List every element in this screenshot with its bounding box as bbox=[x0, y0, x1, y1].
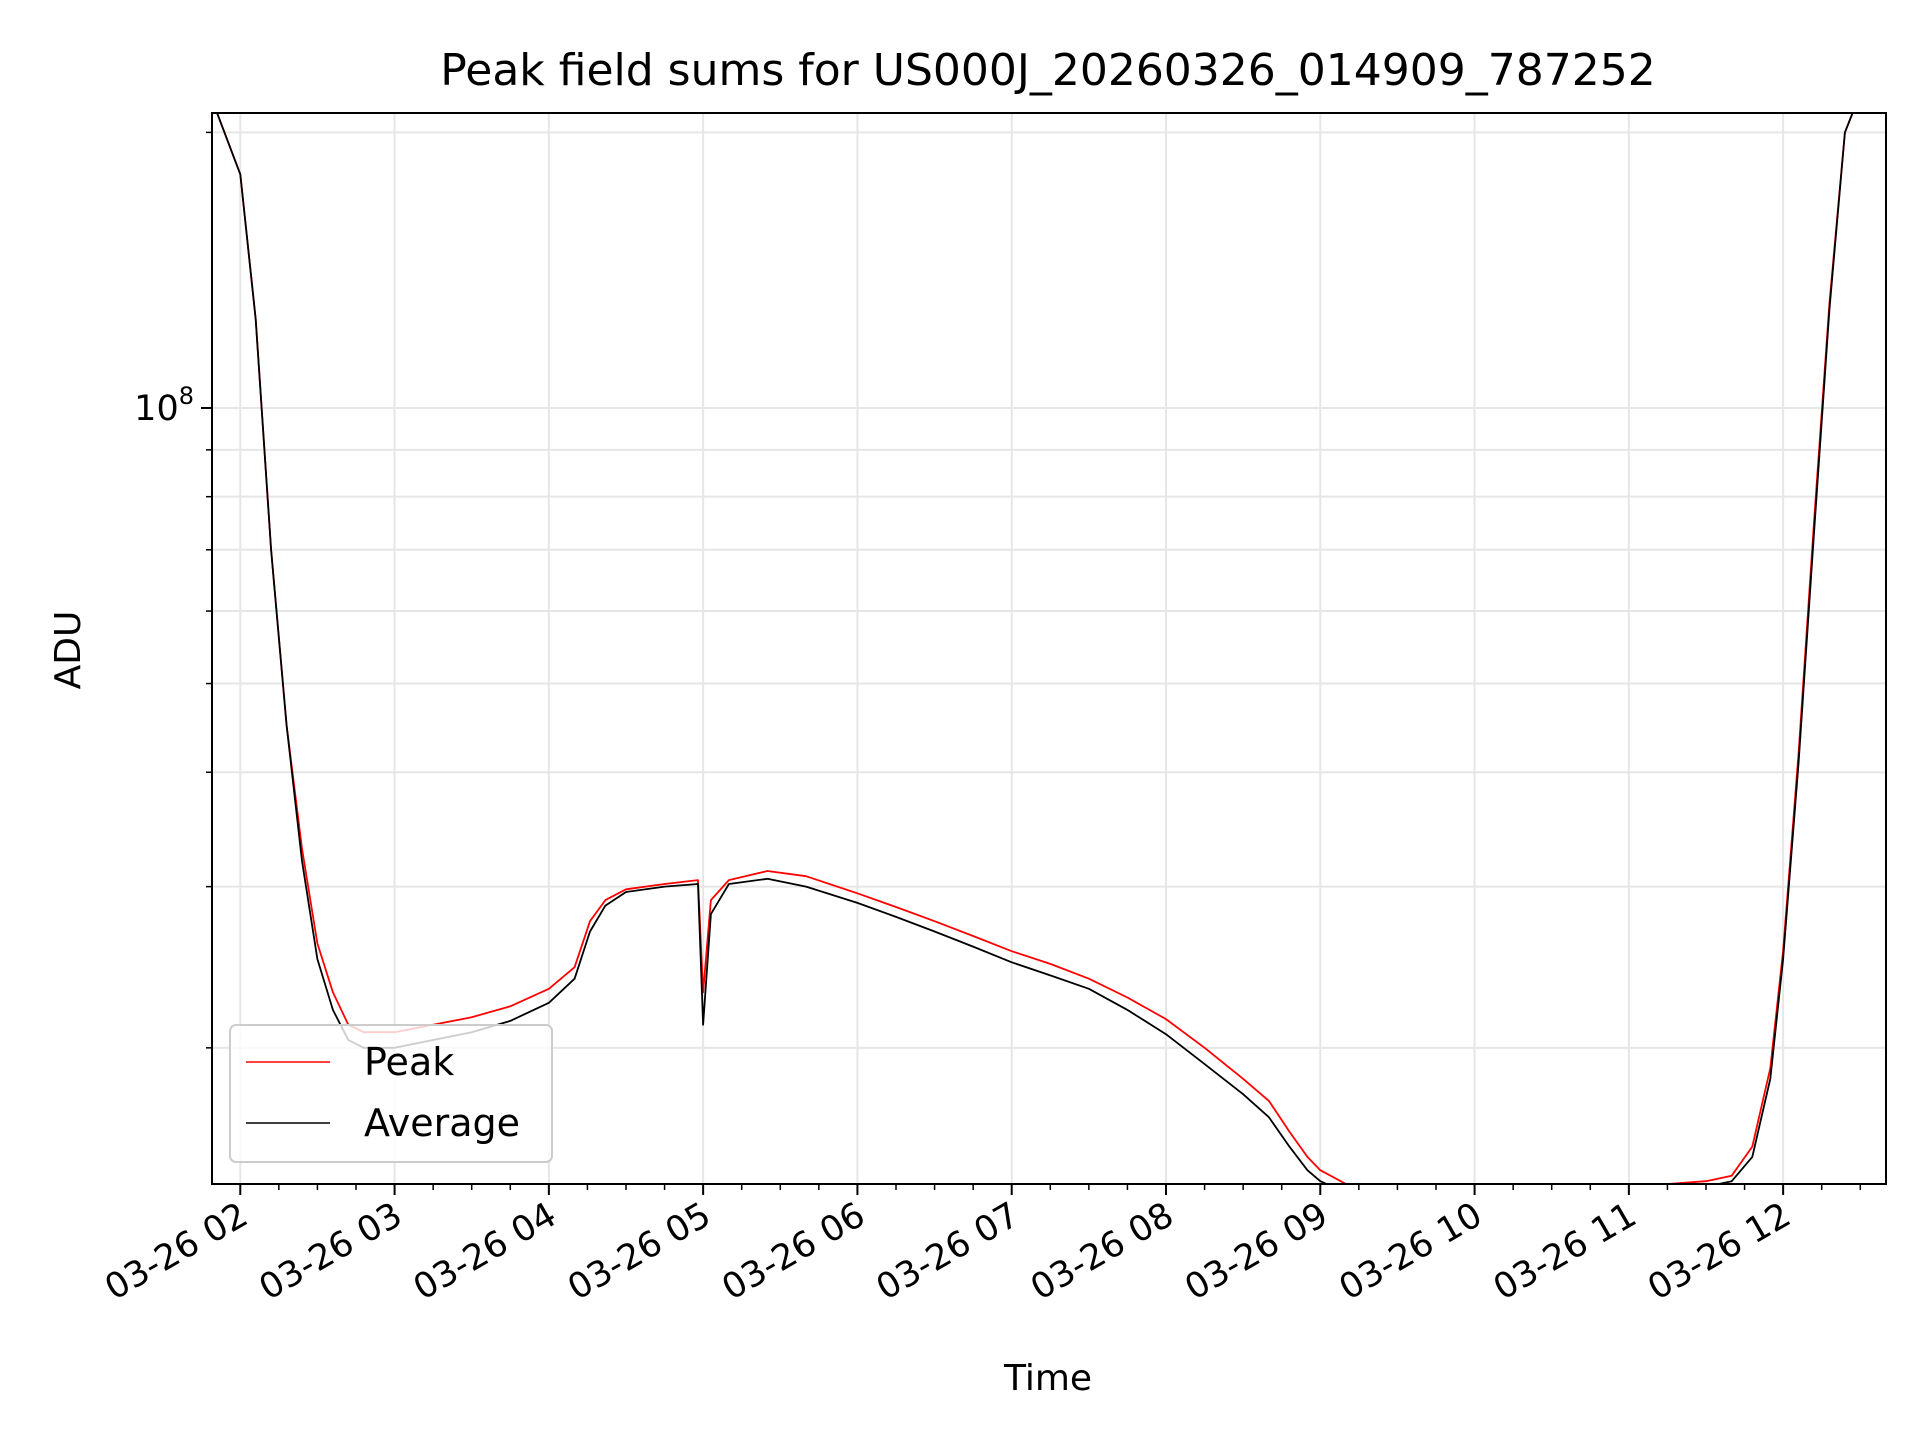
legend: Peak Average bbox=[229, 1024, 553, 1163]
y-axis-label: ADU bbox=[48, 611, 89, 690]
legend-label-peak: Peak bbox=[364, 1040, 454, 1084]
y-tick-label-base: 10 bbox=[134, 389, 179, 429]
legend-box bbox=[229, 1024, 553, 1163]
grid-layer bbox=[212, 113, 1886, 1184]
x-axis-label: Time bbox=[1003, 1358, 1092, 1399]
plot-frame bbox=[211, 112, 1887, 1185]
y-axis: 108 bbox=[134, 131, 212, 1049]
y-tick-label-exponent: 8 bbox=[179, 382, 194, 410]
y-tick-label: 108 bbox=[134, 382, 194, 429]
chart-title: Peak field sums for US000J_20260326_0149… bbox=[440, 45, 1655, 96]
legend-label-average: Average bbox=[364, 1101, 520, 1145]
